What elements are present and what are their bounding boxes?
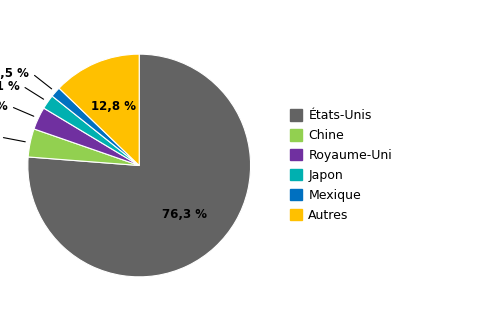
Wedge shape <box>59 54 139 166</box>
Text: 2,1 %: 2,1 % <box>0 79 19 93</box>
Wedge shape <box>44 96 139 166</box>
Legend: États-Unis, Chine, Royaume-Uni, Japon, Mexique, Autres: États-Unis, Chine, Royaume-Uni, Japon, M… <box>285 104 397 227</box>
Wedge shape <box>28 129 139 166</box>
Text: 76,3 %: 76,3 % <box>162 208 207 221</box>
Wedge shape <box>52 88 139 166</box>
Text: 3,3 %: 3,3 % <box>0 100 8 113</box>
Text: 1,5 %: 1,5 % <box>0 67 29 80</box>
Wedge shape <box>28 54 251 277</box>
Wedge shape <box>34 108 139 166</box>
Text: 12,8 %: 12,8 % <box>92 100 136 113</box>
